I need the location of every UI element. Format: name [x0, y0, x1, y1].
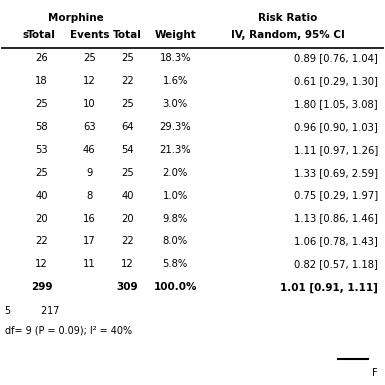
Text: 12: 12 — [121, 259, 134, 270]
Text: 1.0%: 1.0% — [163, 191, 188, 201]
Text: 299: 299 — [31, 282, 52, 292]
Text: 10: 10 — [83, 99, 95, 109]
Text: 5.8%: 5.8% — [163, 259, 188, 270]
Text: 309: 309 — [117, 282, 138, 292]
Text: 46: 46 — [83, 145, 95, 155]
Text: 1.06 [0.78, 1.43]: 1.06 [0.78, 1.43] — [294, 236, 378, 246]
Text: 22: 22 — [121, 236, 134, 246]
Text: 1.80 [1.05, 3.08]: 1.80 [1.05, 3.08] — [294, 99, 378, 109]
Text: IV, Random, 95% CI: IV, Random, 95% CI — [231, 30, 345, 40]
Text: 9.8%: 9.8% — [163, 214, 188, 224]
Text: 25: 25 — [121, 167, 134, 177]
Text: 40: 40 — [35, 191, 48, 201]
Text: 40: 40 — [121, 191, 134, 201]
Text: 8.0%: 8.0% — [163, 236, 188, 246]
Text: Weight: Weight — [154, 30, 196, 40]
Text: Events: Events — [70, 30, 109, 40]
Text: 1.11 [0.97, 1.26]: 1.11 [0.97, 1.26] — [294, 145, 378, 155]
Text: 18.3%: 18.3% — [159, 53, 191, 63]
Text: 58: 58 — [35, 122, 48, 132]
Text: 3.0%: 3.0% — [163, 99, 188, 109]
Text: 8: 8 — [86, 191, 92, 201]
Text: 20: 20 — [121, 214, 134, 224]
Text: Morphine: Morphine — [48, 13, 104, 23]
Text: 9: 9 — [86, 167, 92, 177]
Text: 25: 25 — [121, 99, 134, 109]
Text: 2.0%: 2.0% — [163, 167, 188, 177]
Text: 11: 11 — [83, 259, 96, 270]
Text: 12: 12 — [35, 259, 48, 270]
Text: 22: 22 — [121, 76, 134, 86]
Text: 25: 25 — [121, 53, 134, 63]
Text: df= 9 (P = 0.09); I² = 40%: df= 9 (P = 0.09); I² = 40% — [5, 326, 132, 336]
Text: 25: 25 — [35, 167, 48, 177]
Text: 54: 54 — [121, 145, 134, 155]
Text: 26: 26 — [35, 53, 48, 63]
Text: Total: Total — [113, 30, 142, 40]
Text: F: F — [372, 368, 378, 378]
Text: 12: 12 — [83, 76, 96, 86]
Text: 17: 17 — [83, 236, 96, 246]
Text: 63: 63 — [83, 122, 95, 132]
Text: 29.3%: 29.3% — [159, 122, 191, 132]
Text: 1.13 [0.86, 1.46]: 1.13 [0.86, 1.46] — [294, 214, 378, 224]
Text: 0.89 [0.76, 1.04]: 0.89 [0.76, 1.04] — [294, 53, 378, 63]
Text: 0.96 [0.90, 1.03]: 0.96 [0.90, 1.03] — [294, 122, 378, 132]
Text: 0.61 [0.29, 1.30]: 0.61 [0.29, 1.30] — [294, 76, 378, 86]
Text: 16: 16 — [83, 214, 96, 224]
Text: Total: Total — [27, 30, 56, 40]
Text: 20: 20 — [35, 214, 48, 224]
Text: 1.6%: 1.6% — [162, 76, 188, 86]
Text: 25: 25 — [35, 99, 48, 109]
Text: 100.0%: 100.0% — [154, 282, 197, 292]
Text: 1.01 [0.91, 1.11]: 1.01 [0.91, 1.11] — [280, 282, 378, 293]
Text: 21.3%: 21.3% — [159, 145, 191, 155]
Text: 25: 25 — [83, 53, 96, 63]
Text: 18: 18 — [35, 76, 48, 86]
Text: s: s — [22, 30, 28, 40]
Text: 0.75 [0.29, 1.97]: 0.75 [0.29, 1.97] — [294, 191, 378, 201]
Text: 22: 22 — [35, 236, 48, 246]
Text: 64: 64 — [121, 122, 134, 132]
Text: 0.82 [0.57, 1.18]: 0.82 [0.57, 1.18] — [294, 259, 378, 270]
Text: Risk Ratio: Risk Ratio — [258, 13, 318, 23]
Text: 53: 53 — [35, 145, 48, 155]
Text: 1.33 [0.69, 2.59]: 1.33 [0.69, 2.59] — [294, 167, 378, 177]
Text: 5          217: 5 217 — [5, 306, 60, 316]
